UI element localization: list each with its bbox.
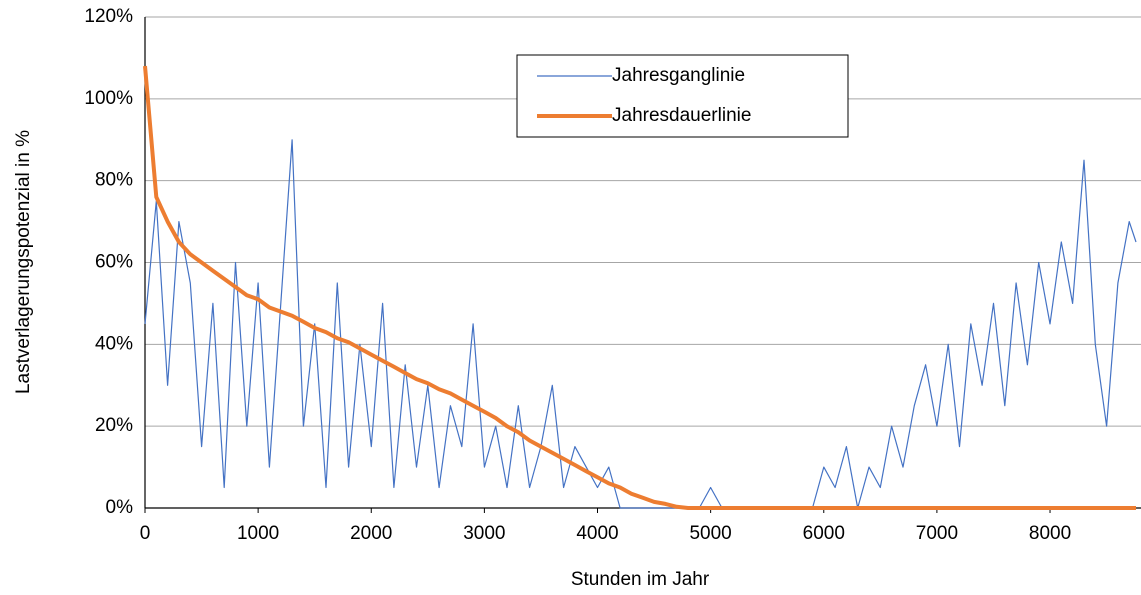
y-axis-label: Lastverlagerungspotenzial in %: [13, 130, 34, 394]
x-tick-label: 8000: [1029, 523, 1071, 544]
y-tick-label: 0%: [106, 497, 134, 518]
series-line: [143, 65, 1136, 510]
x-axis-label: Stunden im Jahr: [571, 569, 710, 590]
x-tick-label: 2000: [350, 523, 392, 544]
legend-label: Jahresdauerlinie: [612, 105, 751, 126]
y-tick-label: 40%: [95, 333, 133, 354]
y-tick-label: 120%: [84, 6, 133, 27]
x-tick-label: 6000: [803, 523, 845, 544]
legend-box: [516, 54, 849, 138]
x-tick-label: 4000: [576, 523, 618, 544]
x-tick-label: 5000: [689, 523, 731, 544]
y-tick-label: 20%: [95, 415, 133, 436]
x-tick-label: 7000: [916, 523, 958, 544]
x-tick-label: 1000: [237, 523, 279, 544]
y-tick-label: 60%: [95, 252, 133, 273]
x-tick-label: 0: [140, 523, 151, 544]
series-line: [144, 139, 1137, 509]
legend-label: Jahresganglinie: [612, 65, 745, 86]
y-tick-label: 100%: [84, 88, 133, 109]
x-tick-label: 3000: [463, 523, 505, 544]
y-tick-label: 80%: [95, 170, 133, 191]
